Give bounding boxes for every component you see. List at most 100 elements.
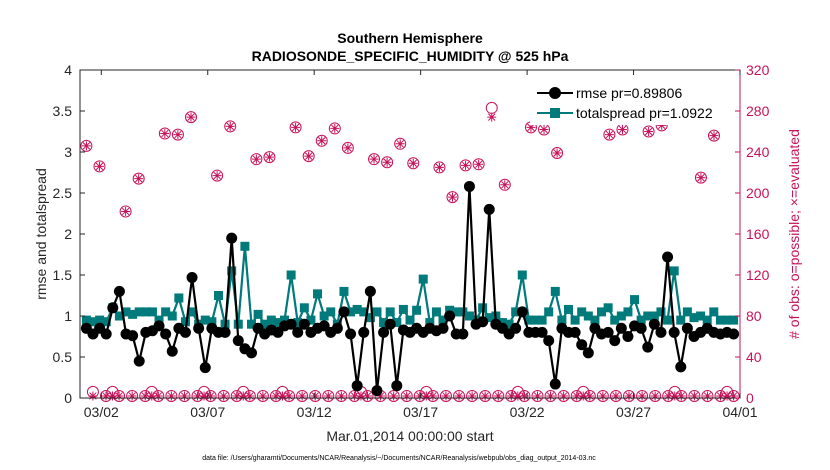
obs-evaluated-marker xyxy=(291,122,301,132)
obs-possible-marker xyxy=(178,389,191,402)
rmse-marker xyxy=(179,326,191,338)
obs-evaluated-marker xyxy=(199,391,209,401)
obs-possible-marker xyxy=(688,389,701,402)
obs-evaluated-marker xyxy=(598,391,608,401)
rmse-marker xyxy=(232,335,244,347)
obs-possible-marker xyxy=(453,389,466,402)
obs-evaluated-marker xyxy=(94,161,104,171)
obs-possible-marker xyxy=(531,389,544,402)
obs-evaluated-marker xyxy=(343,143,353,153)
rmse-marker xyxy=(582,347,594,359)
spread-marker xyxy=(484,313,494,323)
spread-marker xyxy=(504,319,514,329)
obs-possible-marker xyxy=(322,389,335,402)
rmse-marker xyxy=(655,326,667,338)
y-tick-label: 0 xyxy=(64,390,72,406)
spread-marker xyxy=(213,291,223,300)
spread-marker xyxy=(319,311,329,321)
obs-evaluated-marker xyxy=(657,120,667,130)
rmse-marker xyxy=(483,203,495,215)
spread-marker xyxy=(643,311,653,321)
rmse-marker xyxy=(166,345,178,357)
rmse-marker xyxy=(364,285,376,297)
spread-marker xyxy=(326,307,336,317)
x-tick-label: 03/17 xyxy=(403,404,438,420)
obs-possible-marker xyxy=(184,111,197,124)
obs-evaluated-marker xyxy=(604,130,614,140)
obs-evaluated-marker xyxy=(330,123,340,133)
rmse-marker xyxy=(371,385,383,397)
rmse-marker xyxy=(345,328,357,340)
x-tick-label: 03/02 xyxy=(84,404,119,420)
spread-marker xyxy=(359,307,369,317)
obs-evaluated-marker xyxy=(166,391,176,401)
rmse-marker xyxy=(331,322,343,334)
rmse-marker xyxy=(219,326,231,338)
rmse-marker xyxy=(245,347,257,359)
spread-marker xyxy=(306,315,316,325)
spread-marker xyxy=(114,311,124,321)
obs-possible-marker xyxy=(217,389,230,402)
spread-marker xyxy=(511,307,521,317)
rmse-marker xyxy=(602,326,614,338)
obs-possible-marker xyxy=(623,389,636,402)
spread-marker xyxy=(497,318,507,328)
obs-possible-marker xyxy=(381,156,394,169)
obs-evaluated-marker xyxy=(336,391,346,401)
obs-possible-marker xyxy=(341,141,354,154)
spread-marker xyxy=(570,315,580,325)
obs-evaluated-marker xyxy=(232,391,242,401)
rmse-marker xyxy=(226,232,238,244)
rmse-marker xyxy=(153,320,165,332)
obs-possible-marker xyxy=(466,389,479,402)
obs-evaluated-marker xyxy=(212,171,222,181)
obs-possible-marker xyxy=(80,139,93,152)
obs-evaluated-marker xyxy=(134,174,144,184)
obs-possible-marker xyxy=(609,389,622,402)
obs-evaluated-marker xyxy=(487,112,497,122)
y-tick-label: 0.5 xyxy=(53,349,73,365)
spread-marker xyxy=(564,304,574,314)
obs-evaluated-marker xyxy=(225,121,235,131)
y2-tick-label: 40 xyxy=(746,349,762,365)
spread-marker xyxy=(95,315,105,325)
rmse-marker xyxy=(127,330,139,342)
obs-possible-marker xyxy=(263,151,276,164)
spread-marker xyxy=(385,307,395,317)
rmse-marker xyxy=(642,341,654,353)
obs-evaluated-marker xyxy=(461,160,471,170)
spread-marker xyxy=(398,304,408,314)
spread-marker xyxy=(273,318,283,328)
spread-marker xyxy=(451,307,461,317)
obs-possible-marker xyxy=(171,128,184,141)
y2-tick-label: 0 xyxy=(746,390,754,406)
obs-possible-marker xyxy=(701,389,714,402)
spread-marker xyxy=(445,305,455,315)
obs-possible-marker xyxy=(335,389,348,402)
rmse-marker xyxy=(675,361,687,373)
chart-subtitle: RADIOSONDE_SPECIFIC_HUMIDITY @ 525 hPa xyxy=(252,48,569,64)
tick-layer: 00.511.522.533.5404080120160200240280320… xyxy=(53,62,770,420)
obs-evaluated-marker xyxy=(310,391,320,401)
spread-marker xyxy=(709,307,719,317)
spread-marker xyxy=(187,307,197,317)
x-tick-label: 03/27 xyxy=(616,404,651,420)
spread-marker xyxy=(530,315,540,325)
spread-marker xyxy=(379,318,389,328)
obs-evaluated-marker xyxy=(539,124,549,134)
spread-marker xyxy=(524,315,534,325)
rmse-marker xyxy=(292,326,304,338)
rmse-marker xyxy=(133,355,145,367)
obs-possible-marker xyxy=(250,153,263,166)
obs-possible-marker xyxy=(459,159,472,172)
obs-evaluated-marker xyxy=(526,122,536,132)
rmse-marker xyxy=(338,306,350,318)
spread-marker xyxy=(147,307,157,317)
obs-evaluated-marker xyxy=(264,152,274,162)
spread-marker xyxy=(352,304,362,314)
spread-marker xyxy=(227,266,237,276)
rmse-marker xyxy=(549,378,561,390)
rmse-marker xyxy=(160,328,172,340)
obs-evaluated-marker xyxy=(722,391,732,401)
